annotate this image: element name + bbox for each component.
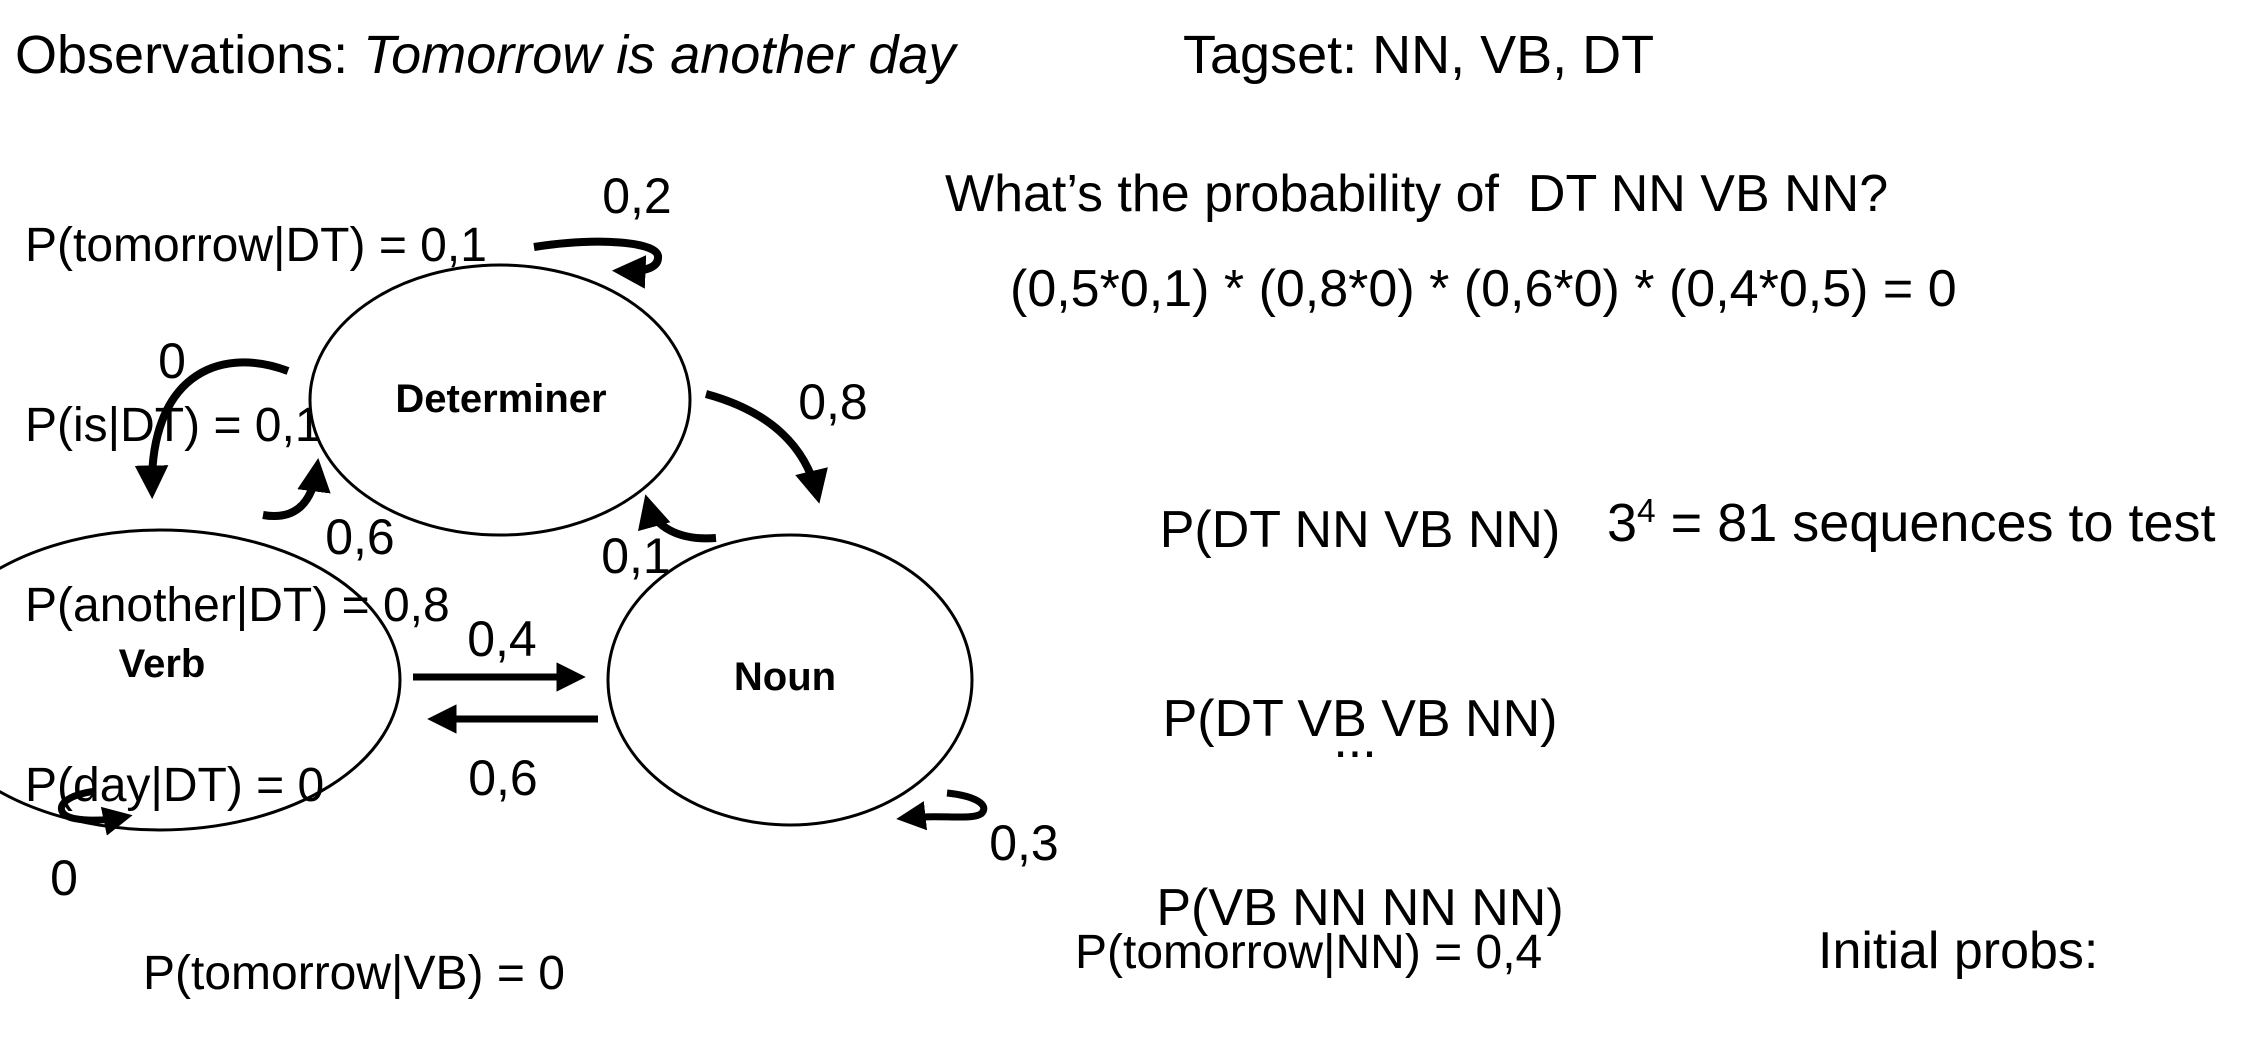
transition-label-vb-nn: 0,4: [467, 611, 537, 667]
transition-label-vb-dt: 0,6: [325, 509, 395, 565]
sequence-count-line: 34 = 81 sequences to test: [1607, 493, 2216, 553]
transition-arrow-vb-vb: [57, 787, 133, 836]
transition-label-dt-nn: 0,8: [798, 374, 868, 430]
vb-emissions: P(tomorrow|VB) = 0 P(is|VB) = 1 P(anothe…: [143, 824, 565, 1062]
state-verb-ellipse: [0, 528, 402, 832]
transition-arrow-nn-dt: [638, 494, 717, 543]
state-noun-ellipse: [606, 533, 974, 827]
transition-arrow-dt-vb: [134, 358, 290, 500]
transition-arrow-nn-nn: [896, 789, 988, 831]
transition-arrow-dt-nn: [704, 390, 828, 504]
sequence-item: P(VB NN NN NN): [1156, 879, 1564, 937]
transition-label-nn-dt: 0,1: [601, 528, 671, 584]
formula-line: (0,5*0,1) * (0,8*0) * (0,6*0) * (0,4*0,5…: [1010, 260, 1957, 318]
initial-probs-title: Initial probs:: [1818, 922, 2099, 980]
sequence-count-rest: = 81 sequences to test: [1655, 493, 2216, 553]
sequence-list: P(DT NN VB NN) P(DT VB VB NN) P(VB NN NN…: [1140, 373, 1580, 1062]
observations-sentence: Tomorrow is another day: [363, 25, 956, 85]
vb-emission-line: P(tomorrow|VB) = 0: [143, 947, 565, 1000]
state-determiner-ellipse: [308, 263, 692, 537]
state-verb-label: Verb: [119, 642, 206, 686]
nn-emissions: P(tomorrow|NN) = 0,4 P(is|NN) = 0 P(anot…: [1075, 803, 1542, 1062]
state-determiner-label: Determiner: [395, 377, 606, 421]
sequence-count-base: 3: [1607, 493, 1638, 553]
sequence-item: P(DT VB VB NN): [1162, 690, 1558, 748]
dt-emissions: P(tomorrow|DT) = 0,1 P(is|DT) = 0,1 P(an…: [25, 96, 487, 936]
transition-label-vb-vb: 0: [50, 850, 78, 906]
state-noun-label: Noun: [734, 655, 836, 699]
sequence-count-exponent: 4: [1637, 493, 1656, 530]
initial-probs: Initial probs: NN = 0,4 VB = 0,1 DT = 0,…: [1818, 794, 2098, 1062]
transition-arrow-vb-dt: [262, 458, 331, 520]
transition-label-nn-vb: 0,6: [468, 750, 538, 806]
question-line: What’s the probability of DT NN VB NN?: [945, 165, 1889, 223]
tagset-title: Tagset: NN, VB, DT: [1183, 25, 1655, 85]
dt-emission-line: P(tomorrow|DT) = 0,1: [25, 219, 487, 272]
transition-arrow-dt-dt: [533, 237, 662, 289]
transition-label-dt-vb: 0: [158, 333, 186, 389]
nn-emission-line: P(tomorrow|NN) = 0,4: [1075, 926, 1543, 979]
observations-label: Observations:: [15, 25, 364, 85]
sequence-item: P(DT NN VB NN): [1159, 501, 1561, 559]
dt-emission-line: P(another|DT) = 0,8: [25, 579, 450, 632]
transition-label-dt-dt: 0,2: [602, 168, 672, 224]
sequence-ellipsis: ...: [1333, 711, 1377, 769]
observations-title: Observations: Tomorrow is another day: [15, 25, 956, 85]
transition-label-nn-nn: 0,3: [989, 815, 1059, 871]
